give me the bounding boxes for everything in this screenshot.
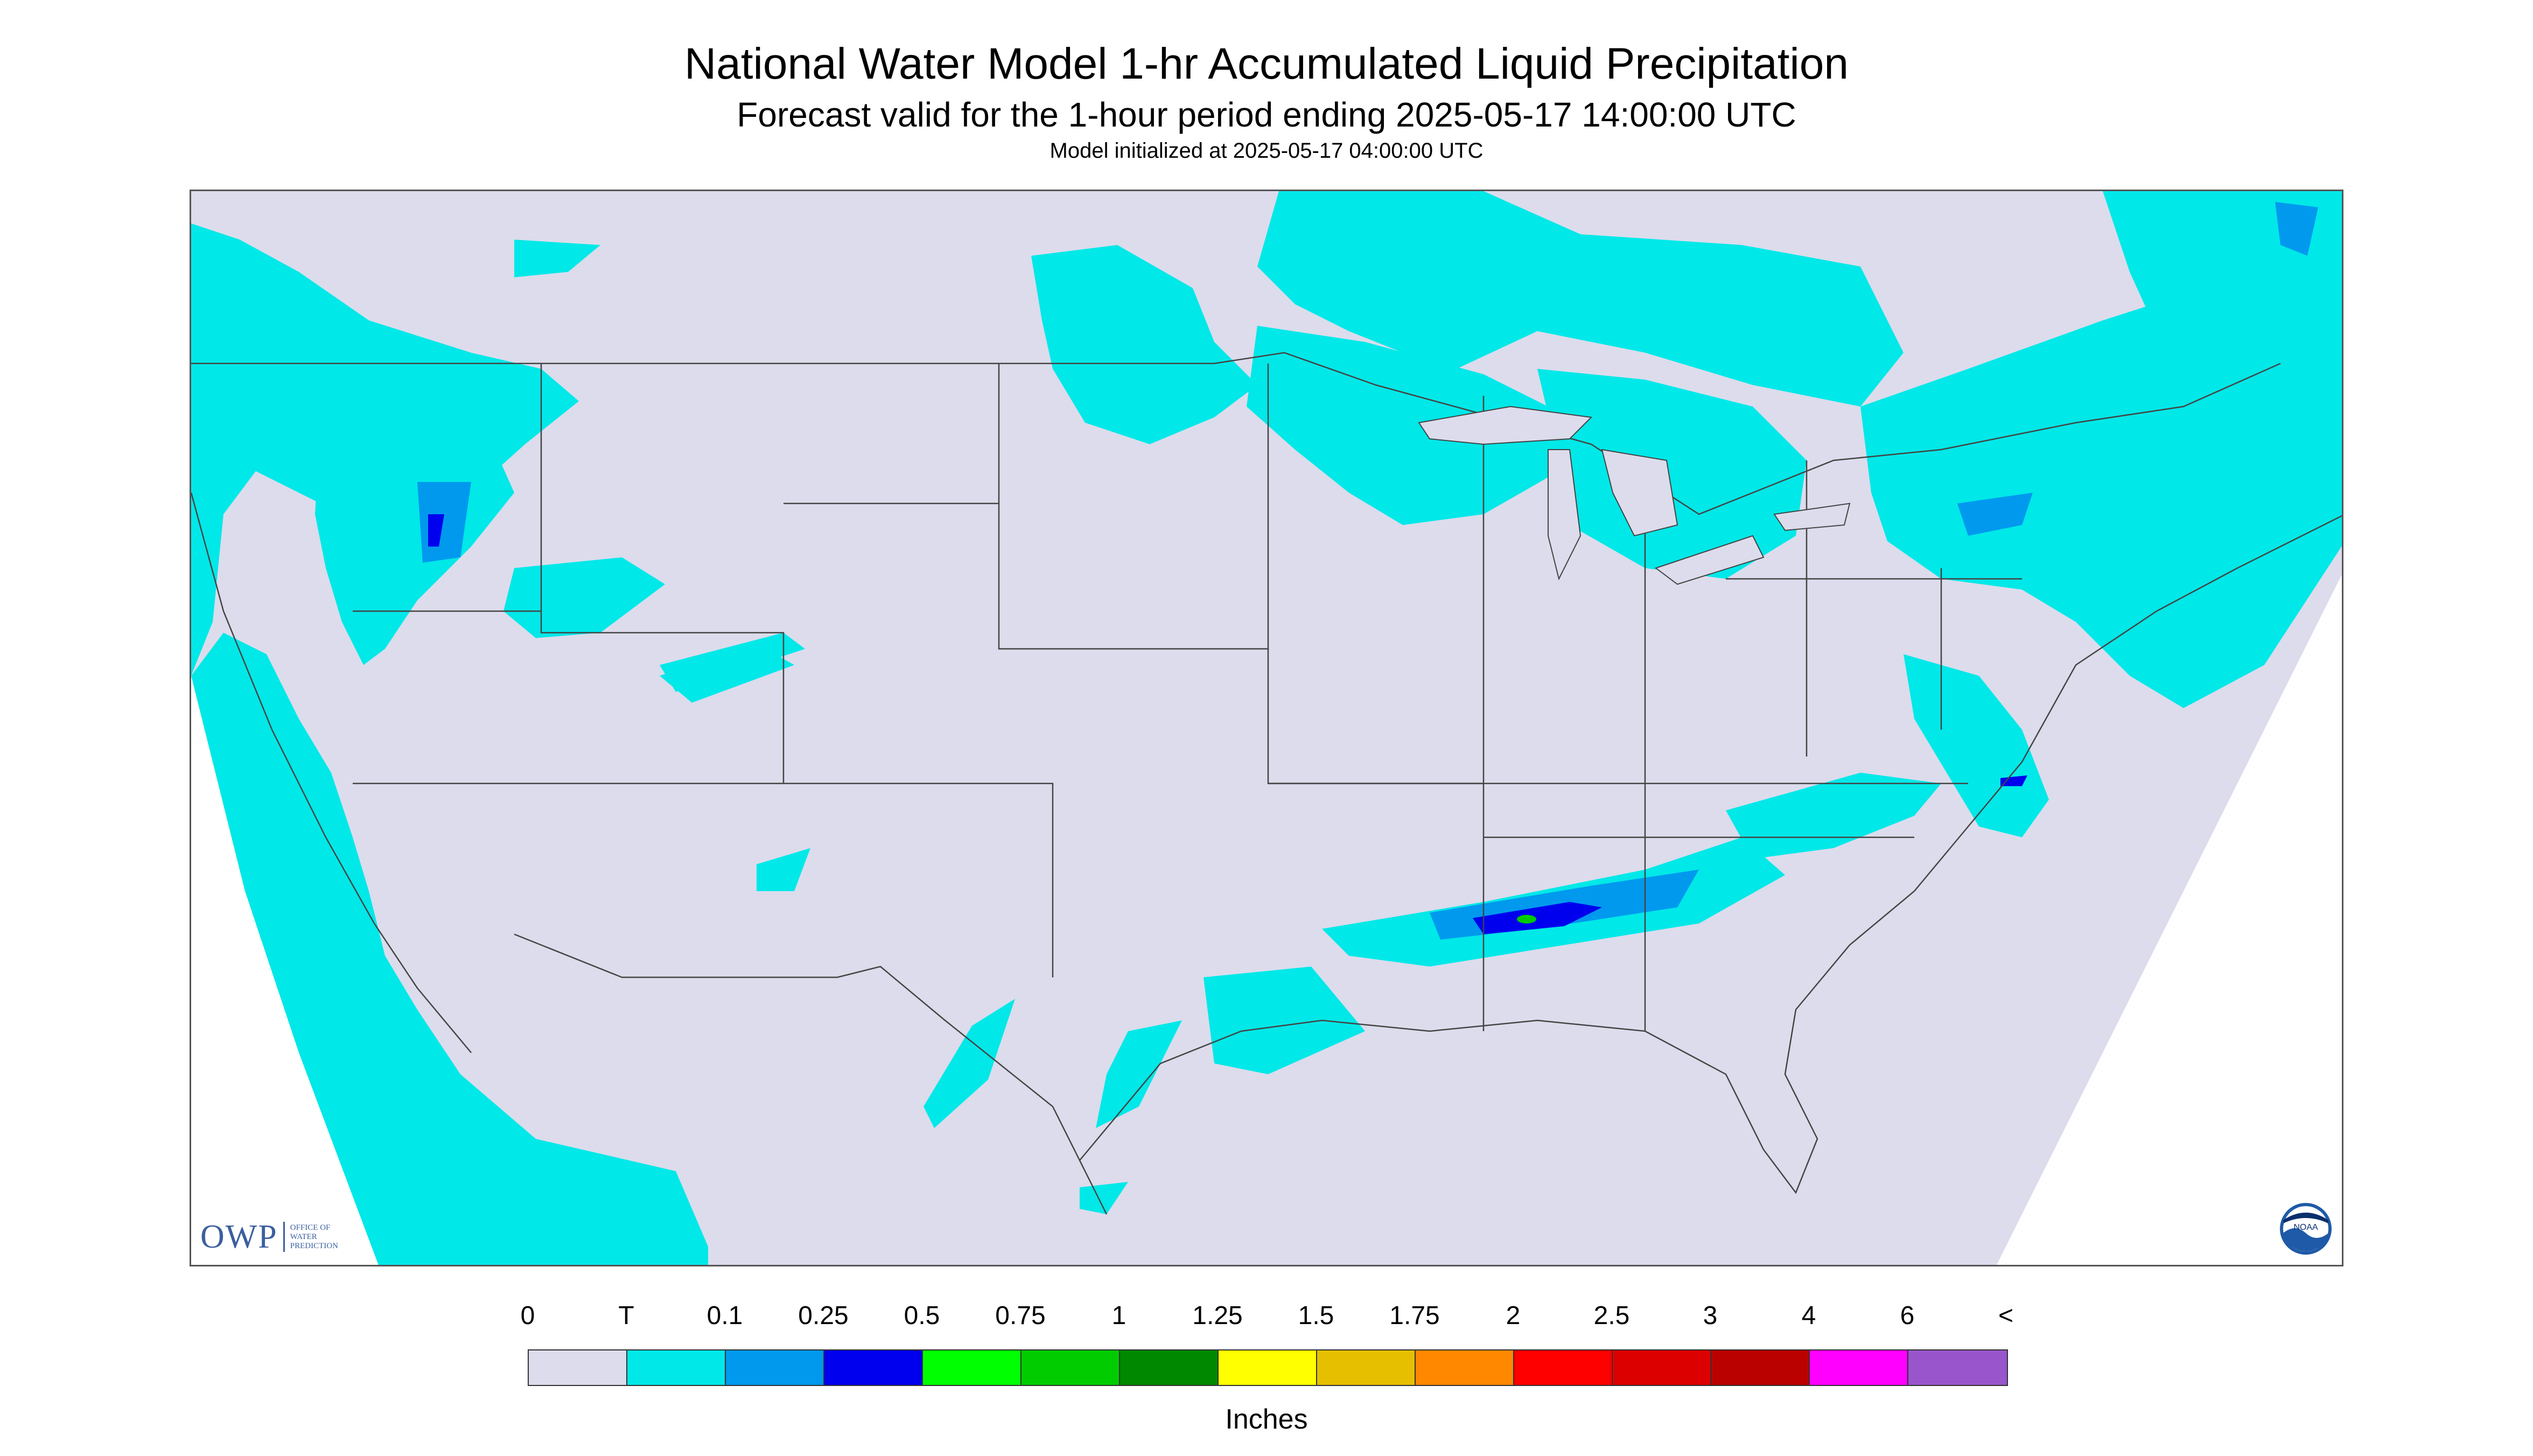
legend-swatch [529, 1350, 627, 1385]
precip-colorado-streak [660, 643, 794, 703]
legend-label: 6 [1900, 1301, 1915, 1330]
canada-border [191, 352, 2281, 515]
state-line-2 [783, 502, 1484, 785]
noaa-logo-text: NOAA [2293, 1223, 2318, 1232]
lake-huron [1601, 449, 1678, 537]
legend-label: 1.5 [1298, 1301, 1334, 1330]
owp-logo: OWP OFFICE OF WATER PREDICTION [200, 1218, 349, 1256]
california-coast [191, 492, 472, 1053]
outside-domain-left [191, 191, 379, 1265]
gulf-coast [1079, 515, 2342, 1194]
owp-logo-mark: OWP [200, 1218, 278, 1255]
legend-swatch [1613, 1350, 1711, 1385]
precip-great-lakes [1537, 369, 1807, 579]
lake-erie [1654, 535, 1765, 585]
trace-precip-areas [191, 191, 2342, 1265]
legend-swatch [627, 1350, 726, 1385]
legend-label: 2 [1506, 1301, 1521, 1330]
noaa-logo: NOAA [2280, 1203, 2332, 1255]
legend-label: 1.75 [1389, 1301, 1440, 1330]
precip-california-coast [191, 633, 708, 1265]
precip-texas-coast [1203, 967, 1365, 1074]
legend-label: T [618, 1301, 634, 1330]
state-line-4 [353, 610, 1968, 838]
precip-northeast-blue [1957, 493, 2033, 536]
precip-gulf-mexico-small [1080, 1182, 1128, 1214]
precip-minnesota-wisconsin [1247, 326, 1570, 525]
precip-idaho-band [503, 557, 665, 638]
political-boundaries [191, 352, 2342, 1215]
legend-swatch [1219, 1350, 1317, 1385]
state-line-1 [540, 363, 1054, 977]
legend-label: 3 [1703, 1301, 1718, 1330]
legend-swatch [1514, 1350, 1613, 1385]
lake-superior [1418, 405, 1593, 445]
owp-logo-text: OFFICE OF WATER PREDICTION [290, 1223, 338, 1250]
legend-units: Inches [1225, 1404, 1308, 1435]
legend-label: 0.1 [706, 1301, 743, 1330]
map-canvas [191, 191, 2342, 1265]
map-title: National Water Model 1-hr Accumulated Li… [684, 39, 1849, 88]
moderate-precip-areas [428, 514, 2027, 934]
legend-colorbar [528, 1349, 2008, 1386]
mexico-border [514, 933, 1108, 1215]
legend-swatch [1416, 1350, 1514, 1385]
legend-swatch [1120, 1350, 1219, 1385]
map-subtitle: Forecast valid for the 1-hour period end… [737, 95, 1796, 134]
legend-label: 4 [1801, 1301, 1816, 1330]
legend-label: 0.5 [904, 1301, 940, 1330]
precip-virginia-dark [2000, 775, 2027, 786]
precip-northern-plains [1031, 245, 1257, 444]
state-line-3 [998, 363, 1646, 1031]
legend-label: 1 [1111, 1301, 1126, 1330]
precip-upper-midwest-canada [1257, 191, 1904, 407]
legend-swatch [1317, 1350, 1416, 1385]
precip-baja [757, 848, 810, 891]
precip-montana-north [514, 240, 600, 277]
heavy-precip-areas [1517, 915, 1536, 923]
legend-label: 0.25 [798, 1301, 849, 1330]
legend-swatch [726, 1350, 824, 1385]
precip-mississippi-green [1517, 915, 1536, 923]
legend-label: < [1998, 1301, 2014, 1330]
legend-label: 1.25 [1192, 1301, 1243, 1330]
legend-label: 0 [520, 1301, 535, 1330]
precip-carolinas-band [1726, 773, 1941, 859]
outside-domain-right [1997, 575, 2342, 1265]
legend-swatch [923, 1350, 1021, 1385]
precip-oregon-nevada [315, 417, 514, 665]
precip-oregon-dark [428, 514, 444, 547]
lakes [1418, 405, 1851, 585]
legend-labels: 0 T 0.1 0.25 0.5 0.75 1 1.25 1.5 1.75 2 2.5 3 4 6 < [521, 1301, 2013, 1333]
precip-south-texas [1096, 1020, 1182, 1128]
precip-rio-grande-streak [923, 999, 1015, 1128]
legend-swatch [1810, 1350, 1908, 1385]
legend-label: 0.75 [995, 1301, 1046, 1330]
precip-southeast-dark [1473, 902, 1602, 934]
legend-swatch [1021, 1350, 1120, 1385]
lake-ontario [1773, 502, 1851, 531]
legend-swatch [1711, 1350, 1810, 1385]
precipitation-map [190, 190, 2343, 1266]
legend-swatch [1908, 1350, 2007, 1385]
precip-maine-blue [2275, 202, 2318, 256]
lake-michigan [1548, 449, 1582, 580]
legend-swatch [824, 1350, 923, 1385]
precip-mid-atlantic [1904, 654, 2049, 837]
legend-label: 2.5 [1593, 1301, 1630, 1330]
model-init-time: Model initialized at 2025-05-17 04:00:00… [1049, 139, 1484, 163]
owp-logo-divider [283, 1222, 285, 1252]
